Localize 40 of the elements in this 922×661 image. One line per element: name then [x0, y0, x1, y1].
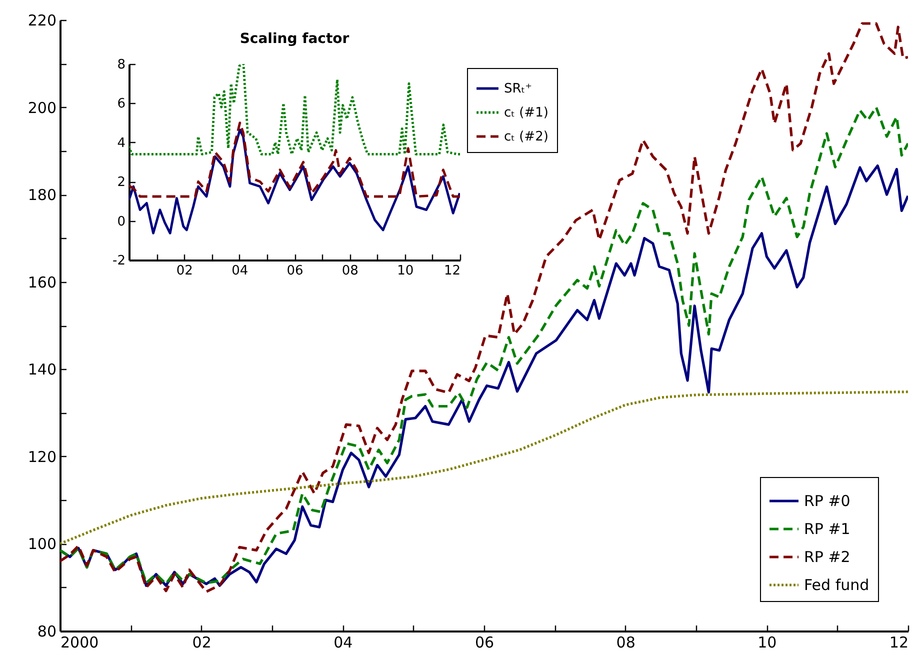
- line-series: [129, 64, 460, 156]
- x-tick-label: 10: [758, 634, 777, 652]
- y-tick-label: 140: [28, 360, 56, 379]
- y-tick-label: 8: [117, 58, 126, 72]
- y-tick-label: -2: [112, 254, 126, 268]
- x-tick-label: 12: [889, 634, 908, 652]
- y-tick-label: 0: [117, 214, 126, 230]
- line-series: [60, 22, 908, 594]
- x-tick-label: 2000: [60, 634, 99, 652]
- x-tick-label: 02: [192, 634, 212, 652]
- x-tick-label: 10: [397, 264, 414, 278]
- line-series: [129, 122, 460, 198]
- x-tick-label: 06: [474, 634, 494, 652]
- y-tick-label: 80: [37, 622, 56, 640]
- legend-label: cₜ (#1): [504, 106, 548, 120]
- legend-label: RP #1: [804, 520, 850, 538]
- y-tick-label: 4: [117, 136, 126, 151]
- legend-label: Fed fund: [804, 576, 870, 594]
- y-tick-label: 100: [28, 535, 56, 554]
- legend-label: RP #2: [804, 548, 850, 566]
- y-tick-label: 160: [28, 273, 56, 292]
- legend-label: SRₜ⁺: [504, 82, 532, 96]
- x-tick-label: 12: [444, 264, 460, 278]
- x-tick-label: 04: [232, 264, 248, 278]
- y-tick-label: 120: [28, 448, 56, 466]
- x-tick-label: 08: [342, 264, 358, 278]
- y-tick-label: 180: [28, 186, 56, 204]
- line-series: [129, 128, 460, 234]
- line-series: [60, 390, 908, 546]
- chart-title: Scaling factor: [240, 31, 350, 47]
- legend-label: RP #0: [804, 492, 850, 510]
- x-tick-label: 04: [334, 634, 353, 652]
- x-tick-label: 08: [616, 634, 636, 652]
- legend-label: cₜ (#2): [504, 130, 548, 144]
- y-tick-label: 6: [117, 96, 126, 112]
- y-tick-label: 200: [28, 98, 56, 117]
- y-tick-label: 2: [117, 175, 126, 190]
- x-tick-label: 06: [286, 264, 304, 278]
- x-tick-label: 02: [176, 264, 193, 278]
- y-tick-label: 220: [28, 12, 56, 30]
